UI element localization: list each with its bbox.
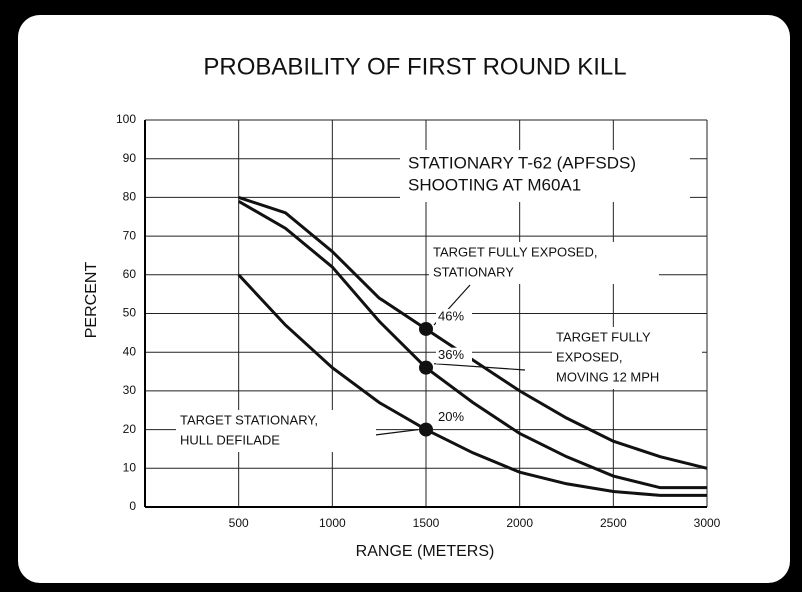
panel <box>18 15 790 583</box>
x-tick-label: 2000 <box>506 516 533 530</box>
y-tick-label: 20 <box>123 422 137 436</box>
marker <box>419 422 433 437</box>
label-background <box>436 409 472 426</box>
legend-label: MOVING 12 MPH <box>556 369 659 384</box>
y-tick-label: 0 <box>129 499 136 513</box>
legend-label: STATIONARY <box>433 264 514 279</box>
label-background <box>552 327 702 389</box>
annotation: STATIONARY T-62 (APFSDS) <box>408 153 636 172</box>
label-background <box>176 410 376 452</box>
chart-title: PROBABILITY OF FIRST ROUND KILL <box>203 53 626 80</box>
label-background <box>436 347 472 364</box>
x-tick-label: 500 <box>229 516 249 530</box>
label-background <box>429 242 659 284</box>
annotation: SHOOTING AT M60A1 <box>408 175 581 194</box>
data-label: 46% <box>438 308 464 323</box>
line <box>237 273 707 497</box>
label-background <box>436 308 472 325</box>
y-tick-label: 90 <box>123 151 137 165</box>
legend-label: TARGET FULLY <box>556 329 651 344</box>
x-axis-label: RANGE (METERS) <box>356 543 495 560</box>
line <box>237 199 707 490</box>
y-axis-label: PERCENT <box>83 262 100 339</box>
y-tick-label: 60 <box>123 267 137 281</box>
marker <box>419 360 433 375</box>
legend-label: HULL DEFILADE <box>180 432 280 447</box>
line <box>238 195 708 470</box>
label-background <box>400 150 690 202</box>
x-tick-label: 1500 <box>413 516 440 530</box>
y-tick-label: 10 <box>123 460 137 474</box>
x-tick-label: 1000 <box>319 516 346 530</box>
y-tick-label: 40 <box>123 344 137 358</box>
data-label: 36% <box>438 347 464 362</box>
y-tick-label: 100 <box>116 112 136 126</box>
marker <box>419 321 433 336</box>
legend-label: TARGET STATIONARY, <box>180 412 318 427</box>
data-label: 20% <box>438 409 464 424</box>
legend-label: EXPOSED, <box>556 349 622 364</box>
y-tick-label: 30 <box>123 383 137 397</box>
y-tick-label: 70 <box>123 228 137 242</box>
x-tick-label: 2500 <box>600 516 627 530</box>
legend-label: TARGET FULLY EXPOSED, <box>433 244 597 259</box>
y-tick-label: 80 <box>123 190 137 204</box>
x-tick-label: 3000 <box>694 516 721 530</box>
y-tick-label: 50 <box>123 306 137 320</box>
pointer-arrow <box>433 363 526 371</box>
